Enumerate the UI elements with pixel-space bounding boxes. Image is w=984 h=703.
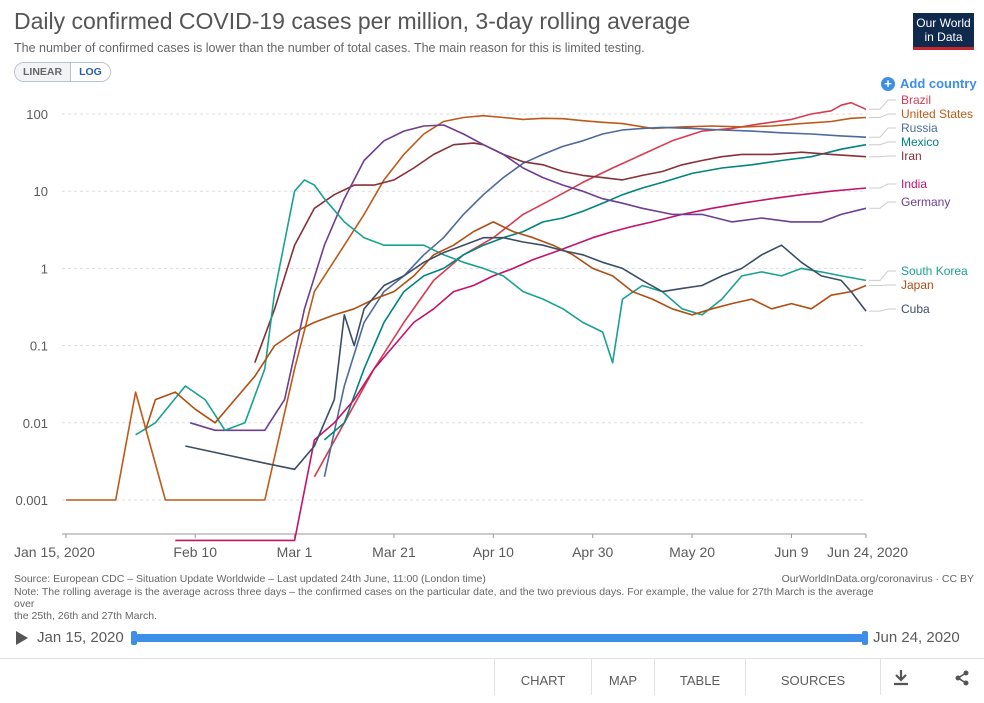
legend-connector — [869, 99, 896, 110]
owid-logo[interactable]: Our World in Data — [913, 13, 974, 50]
share-icon[interactable] — [942, 659, 982, 695]
legend-connector — [869, 270, 896, 281]
tab-sources[interactable]: SOURCES — [745, 659, 880, 695]
series-line-india[interactable] — [175, 187, 867, 542]
series-line-germany[interactable] — [189, 124, 867, 432]
x-tick-label: Jun 9 — [774, 544, 808, 560]
legend-label-cuba[interactable]: Cuba — [901, 302, 930, 316]
legend-label-germany[interactable]: Germany — [901, 195, 950, 209]
legend-label-brazil[interactable]: Brazil — [901, 93, 931, 107]
legend-connector — [869, 141, 896, 146]
x-axis: Jan 15, 2020 Feb 10 Mar 1 Mar 21 Apr 10 Apr 3… — [14, 533, 908, 560]
play-icon[interactable] — [16, 631, 28, 645]
timeline-end-handle[interactable] — [862, 631, 868, 645]
series-lines — [66, 101, 867, 542]
timeline[interactable]: Jan 15, 2020 Jun 24, 2020 — [0, 626, 984, 652]
legend-connector — [869, 308, 896, 312]
legend-connector — [869, 127, 896, 138]
rolling-average-note-3: the 25th, 26th and 27th March. — [14, 610, 158, 622]
legend-label-russia[interactable]: Russia — [901, 121, 938, 135]
scale-toggle[interactable]: LINEAR LOG — [14, 62, 111, 82]
legend-connector — [869, 284, 896, 286]
y-tick-label: 0.1 — [30, 339, 48, 354]
timeline-end-label: Jun 24, 2020 — [873, 629, 960, 646]
y-axis: 100 10 1 0.1 0.01 0.001 — [15, 107, 48, 508]
series-line-iran[interactable] — [254, 142, 867, 363]
series-line-mexico[interactable] — [323, 143, 867, 441]
legend-connector — [869, 201, 896, 209]
series-line-united-states[interactable] — [66, 114, 867, 501]
y-tick-label: 1 — [41, 261, 48, 276]
series-line-japan[interactable] — [144, 221, 867, 431]
x-tick-label: Feb 10 — [173, 544, 217, 560]
legend-label-iran[interactable]: Iran — [901, 149, 922, 163]
y-tick-label: 10 — [34, 184, 48, 199]
tab-chart[interactable]: CHART — [494, 659, 591, 695]
chart-subtitle: The number of confirmed cases is lower t… — [14, 41, 645, 55]
timeline-start-handle[interactable] — [131, 631, 137, 645]
series-line-south-korea[interactable] — [135, 179, 867, 436]
series-line-cuba[interactable] — [185, 236, 867, 471]
x-tick-label: May 20 — [669, 544, 715, 560]
legend-label-india[interactable]: India — [901, 177, 927, 191]
legend-label-mexico[interactable]: Mexico — [901, 135, 939, 149]
x-tick-label: Apr 30 — [572, 544, 613, 560]
grid-lines — [62, 113, 866, 501]
timeline-track[interactable] — [134, 634, 865, 642]
linear-scale-button[interactable]: LINEAR — [15, 63, 71, 81]
owid-url-link[interactable]: OurWorldInData.org/coronavirus · CC BY — [781, 573, 974, 585]
timeline-start-label: Jan 15, 2020 — [37, 629, 124, 646]
source-note: Source: European CDC – Situation Update … — [14, 573, 486, 585]
rolling-average-note: Note: The rolling average is the average… — [14, 586, 874, 598]
x-tick-label: Mar 1 — [277, 544, 313, 560]
series-line-russia[interactable] — [323, 126, 867, 477]
legend-connector — [869, 155, 896, 158]
tab-table[interactable]: TABLE — [654, 659, 745, 695]
download-icon[interactable] — [880, 659, 921, 695]
x-tick-label: Apr 10 — [473, 544, 514, 560]
log-scale-button[interactable]: LOG — [70, 63, 110, 81]
add-country-button[interactable]: + Add country — [881, 76, 977, 91]
y-tick-label: 0.001 — [15, 493, 48, 508]
add-country-label: Add country — [900, 76, 977, 91]
x-tick-label: Jan 15, 2020 — [14, 544, 95, 560]
legend-connector — [869, 113, 896, 118]
logo-line-2: in Data — [924, 30, 963, 44]
legend-connector — [869, 183, 896, 189]
series-line-brazil[interactable] — [313, 101, 867, 478]
line-chart: 100 10 1 0.1 0.01 0.001 Jan 15, 2020 Feb 10 Mar… — [14, 93, 973, 560]
legend-label-japan[interactable]: Japan — [901, 278, 934, 292]
y-tick-label: 0.01 — [23, 416, 48, 431]
tab-bar: CHART MAP TABLE SOURCES — [0, 658, 984, 695]
x-tick-label: Mar 21 — [372, 544, 416, 560]
legend-label-united-states[interactable]: United States — [901, 107, 973, 121]
rolling-average-note-2: over — [14, 598, 35, 610]
x-tick-label: Jun 24, 2020 — [827, 544, 908, 560]
tab-map[interactable]: MAP — [591, 659, 654, 695]
legend-label-south-korea[interactable]: South Korea — [901, 264, 968, 278]
y-tick-label: 100 — [26, 107, 48, 122]
chart-title: Daily confirmed COVID-19 cases per milli… — [14, 8, 691, 34]
logo-line-1: Our World — [916, 16, 971, 30]
plus-icon: + — [881, 76, 895, 91]
